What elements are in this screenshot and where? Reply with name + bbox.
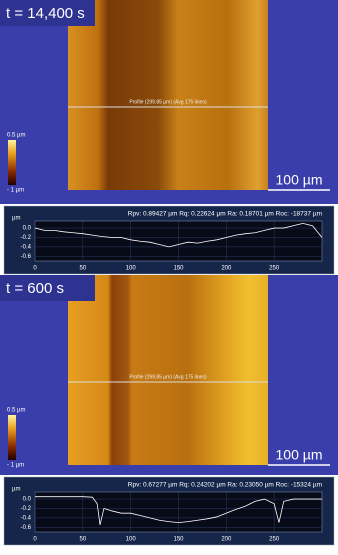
colorbar-max: 0.5 µm — [7, 133, 25, 139]
y-tick-label: -0.6 — [21, 254, 32, 260]
profile-label: Profile (299.85 µm) (Avg 175 lines) — [129, 374, 207, 380]
colorbar-min: - 1 µm — [7, 188, 24, 194]
time-label: t = 14,400 s — [6, 5, 85, 22]
afm-image — [68, 0, 268, 190]
x-tick-label: 200 — [221, 537, 232, 543]
time-label-bg — [0, 275, 95, 301]
y-tick-label: -0.2 — [21, 506, 32, 512]
x-tick-label: 100 — [126, 537, 137, 543]
x-tick-label: 100 — [126, 266, 137, 272]
y-axis-label: µm — [12, 487, 20, 493]
afm-image — [68, 275, 268, 465]
scale-bar-label: 100 µm — [276, 172, 323, 188]
x-tick-label: 250 — [269, 266, 280, 272]
x-tick-label: 150 — [173, 537, 184, 543]
y-tick-label: -0.4 — [21, 244, 32, 250]
x-tick-label: 150 — [173, 266, 184, 272]
profile-curve — [34, 222, 323, 248]
y-tick-label: 0.0 — [23, 226, 32, 232]
y-axis-label: µm — [12, 216, 20, 222]
colorbar — [8, 140, 16, 185]
x-tick-label: 0 — [33, 537, 37, 543]
x-tick-label: 50 — [79, 537, 86, 543]
x-tick-label: 250 — [269, 537, 280, 543]
colorbar-min: - 1 µm — [7, 463, 24, 469]
time-label-bg — [0, 0, 95, 26]
y-tick-label: -0.4 — [21, 515, 32, 521]
x-tick-label: 0 — [33, 266, 37, 272]
x-tick-label: 50 — [79, 266, 86, 272]
colorbar — [8, 415, 16, 460]
y-tick-label: -0.2 — [21, 235, 32, 241]
profile-curve — [35, 496, 322, 526]
colorbar-max: 0.5 µm — [7, 408, 25, 414]
x-tick-label: 200 — [221, 266, 232, 272]
time-label: t = 600 s — [6, 280, 64, 297]
scale-bar-label: 100 µm — [276, 447, 323, 463]
y-tick-label: 0.0 — [23, 497, 32, 503]
stats: Rpv: 0.89427 µm Rq: 0.22624 µm Ra: 0.187… — [128, 211, 322, 218]
y-tick-label: -0.6 — [21, 525, 32, 531]
stats: Rpv: 0.67277 µm Rq: 0.24202 µm Ra: 0.230… — [128, 482, 322, 489]
profile-label: Profile (299.85 µm) (Avg 175 lines) — [129, 99, 207, 105]
